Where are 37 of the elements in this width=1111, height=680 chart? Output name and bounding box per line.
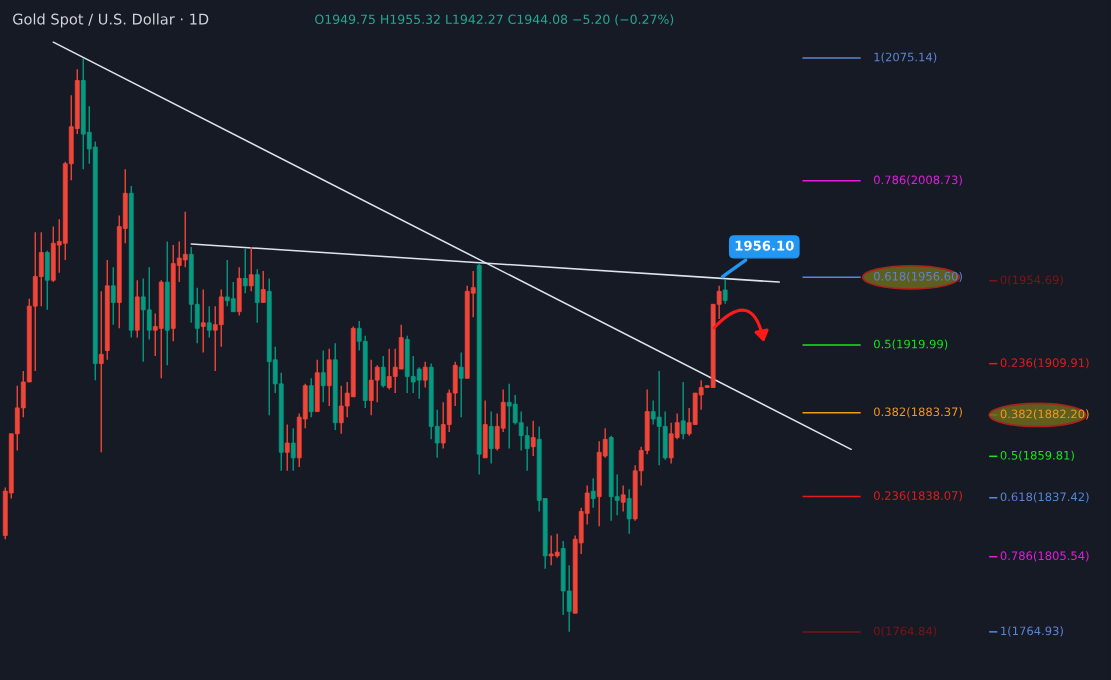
candlestick <box>290 427 296 472</box>
ref-line-label: 0(1764.84) <box>874 626 937 637</box>
ref-line-label: 0.786(1805.54) <box>1000 551 1089 562</box>
candlestick <box>680 381 686 441</box>
candlestick <box>98 290 104 453</box>
candlestick <box>320 349 326 404</box>
annotation: 1956.10 <box>735 240 794 251</box>
ref-line-label: 0.5(1919.99) <box>874 339 948 350</box>
candlestick <box>284 423 290 472</box>
ref-line-label: 0.786(2008.73) <box>874 175 962 186</box>
ref-line-label: 0.382(1883.37) <box>874 407 962 418</box>
ref-line-label: 1(2075.14) <box>874 52 937 63</box>
candlestick <box>590 477 596 509</box>
candlestick <box>620 484 626 513</box>
ref-line-label: 0.5(1859.81) <box>1000 450 1074 462</box>
ref-line-label: 0.618(1956.60) <box>874 271 962 282</box>
ref-line-label: 0.236(1909.91) <box>1000 358 1089 369</box>
candlestick <box>422 360 428 389</box>
candlestick <box>248 246 254 293</box>
ref-line-label: 0.382(1882.20) <box>1000 409 1089 420</box>
ref-line-label: 0(1954.69) <box>1000 275 1063 286</box>
candlestick <box>242 248 248 294</box>
candlestick <box>722 278 728 305</box>
candlestick <box>110 266 116 326</box>
candlestick <box>380 355 386 389</box>
candlestick <box>626 488 632 535</box>
candlestick <box>200 288 206 354</box>
candlestick <box>458 351 464 418</box>
ref-line-label: 0.618(1837.42) <box>1000 492 1089 503</box>
candlestick <box>260 270 266 304</box>
text: O1949.75 H1955.32 L1942.27 C1944.08 −5.20 (−0.27%) <box>315 14 674 26</box>
text: Gold Spot / U.S. Dollar · 1D <box>13 13 209 28</box>
candlestick <box>206 305 212 339</box>
candlestick <box>530 420 536 457</box>
ref-line-label: 0.236(1838.07) <box>874 490 962 502</box>
candlestick <box>488 410 494 465</box>
ref-line-label: 1(1764.93) <box>1001 626 1063 637</box>
